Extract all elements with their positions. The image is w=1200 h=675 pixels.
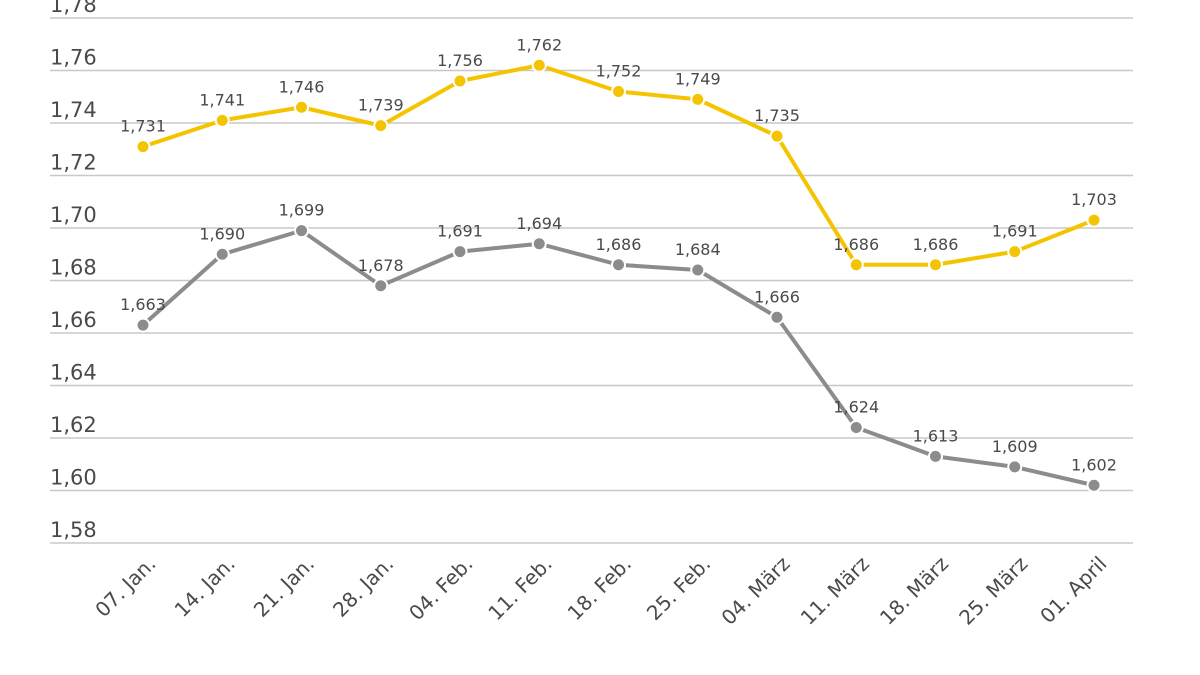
gray-series-data-label: 1,686 (596, 235, 642, 254)
y-tick-label: 1,78 (50, 0, 97, 17)
gray-series-data-label: 1,624 (833, 398, 879, 417)
gray-series-point (373, 278, 389, 294)
gray-series-point (611, 257, 626, 273)
y-tick-label: 1,70 (50, 203, 97, 227)
yellow-series-data-label: 1,746 (279, 77, 325, 96)
yellow-series-point (531, 57, 547, 73)
gray-series-point (848, 420, 864, 435)
gray-series-point (769, 309, 785, 325)
x-tick-label: 04. März (716, 552, 794, 630)
x-tick-label: 21. Jan. (249, 552, 319, 622)
y-tick-label: 1,68 (50, 256, 97, 280)
y-tick-label: 1,64 (50, 361, 97, 385)
gray-series-data-label: 1,663 (120, 295, 166, 314)
series-layer (135, 57, 1102, 493)
yellow-series-point (294, 99, 309, 115)
x-tick-label: 25. Feb. (642, 552, 715, 625)
yellow-series-data-label: 1,731 (120, 117, 166, 136)
x-tick-label: 04. Feb. (404, 552, 477, 625)
gray-series-point (531, 236, 547, 252)
gray-series-data-label: 1,699 (279, 201, 325, 220)
y-tick-label: 1,72 (50, 151, 97, 175)
gray-series-point (294, 223, 309, 239)
yellow-series-data-label: 1,756 (437, 51, 483, 70)
gray-series-data-label: 1,666 (754, 287, 800, 306)
yellow-series-data-label: 1,686 (913, 235, 959, 254)
yellow-series-point (769, 128, 785, 144)
yellow-series-point (373, 118, 389, 134)
yellow-series-point (848, 257, 864, 273)
x-axis-ticks: 07. Jan. 14. Jan. 21. Jan. 28. Jan. 04. Feb.… (90, 552, 1111, 630)
x-tick-label: 25. März (954, 552, 1032, 630)
gray-series-point (214, 246, 230, 262)
yellow-series-data-label: 1,762 (516, 35, 562, 54)
gray-series-point (452, 244, 468, 260)
gray-series-point (1007, 459, 1023, 475)
gray-series-data-label: 1,602 (1071, 455, 1117, 474)
x-tick-label: 11. Feb. (483, 552, 556, 625)
gray-series-point (690, 262, 706, 278)
y-tick-label: 1,74 (50, 98, 97, 122)
gray-series-data-label: 1,691 (437, 222, 483, 241)
y-tick-label: 1,66 (50, 308, 97, 332)
gray-series-point (1086, 477, 1102, 493)
yellow-series-point (452, 73, 468, 89)
yellow-series-data-label: 1,739 (358, 96, 404, 115)
gray-series-data-label: 1,609 (992, 437, 1038, 456)
yellow-series-point (690, 91, 706, 107)
gray-series-data-label: 1,684 (675, 240, 721, 259)
grid-layer (50, 17, 1133, 544)
y-tick-label: 1,58 (50, 518, 97, 542)
gray-series-point (928, 448, 943, 464)
x-tick-label: 14. Jan. (170, 552, 240, 622)
x-tick-label: 11. März (796, 552, 874, 630)
yellow-series-data-label: 1,741 (199, 90, 245, 109)
x-tick-label: 01. April (1035, 552, 1111, 628)
gray-series-point (135, 317, 151, 333)
x-tick-label: 07. Jan. (90, 552, 160, 622)
yellow-series-data-label: 1,691 (992, 222, 1038, 241)
yellow-series-point (135, 139, 151, 155)
y-tick-label: 1,76 (50, 46, 97, 70)
gray-series-data-label: 1,694 (516, 214, 562, 233)
gray-series-data-label: 1,690 (199, 224, 245, 243)
x-tick-label: 28. Jan. (328, 552, 398, 622)
yellow-series-data-label: 1,749 (675, 69, 721, 88)
x-tick-label: 18. März (875, 552, 953, 630)
x-tick-label: 18. Feb. (563, 552, 636, 625)
yellow-series-point (1007, 244, 1023, 260)
y-axis-ticks: 1,58 1,60 1,62 1,64 1,66 1,68 1,70 1,72 1,74 1,76… (50, 0, 97, 542)
yellow-series-data-label: 1,686 (833, 235, 879, 254)
yellow-series-point (928, 257, 943, 273)
yellow-series-data-label: 1,703 (1071, 190, 1117, 209)
yellow-series-point (1086, 212, 1102, 228)
y-tick-label: 1,62 (50, 413, 97, 437)
yellow-series-data-label: 1,735 (754, 106, 800, 125)
gray-series-data-label: 1,613 (913, 426, 959, 445)
yellow-series-data-label: 1,752 (596, 62, 642, 81)
yellow-series-point (214, 112, 230, 128)
data-labels: 1,731 1,741 1,746 1,739 1,756 1,762 1,752 1,749… (120, 35, 1117, 474)
gray-series-data-label: 1,678 (358, 256, 404, 275)
y-tick-label: 1,60 (50, 466, 97, 490)
yellow-series-point (611, 84, 626, 99)
